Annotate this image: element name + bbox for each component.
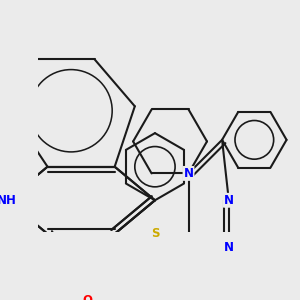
Text: N: N [224, 241, 234, 254]
Text: S: S [151, 227, 159, 240]
Text: NH: NH [0, 194, 17, 207]
Text: N: N [184, 167, 194, 180]
Text: N: N [224, 194, 234, 207]
Text: O: O [83, 295, 93, 300]
